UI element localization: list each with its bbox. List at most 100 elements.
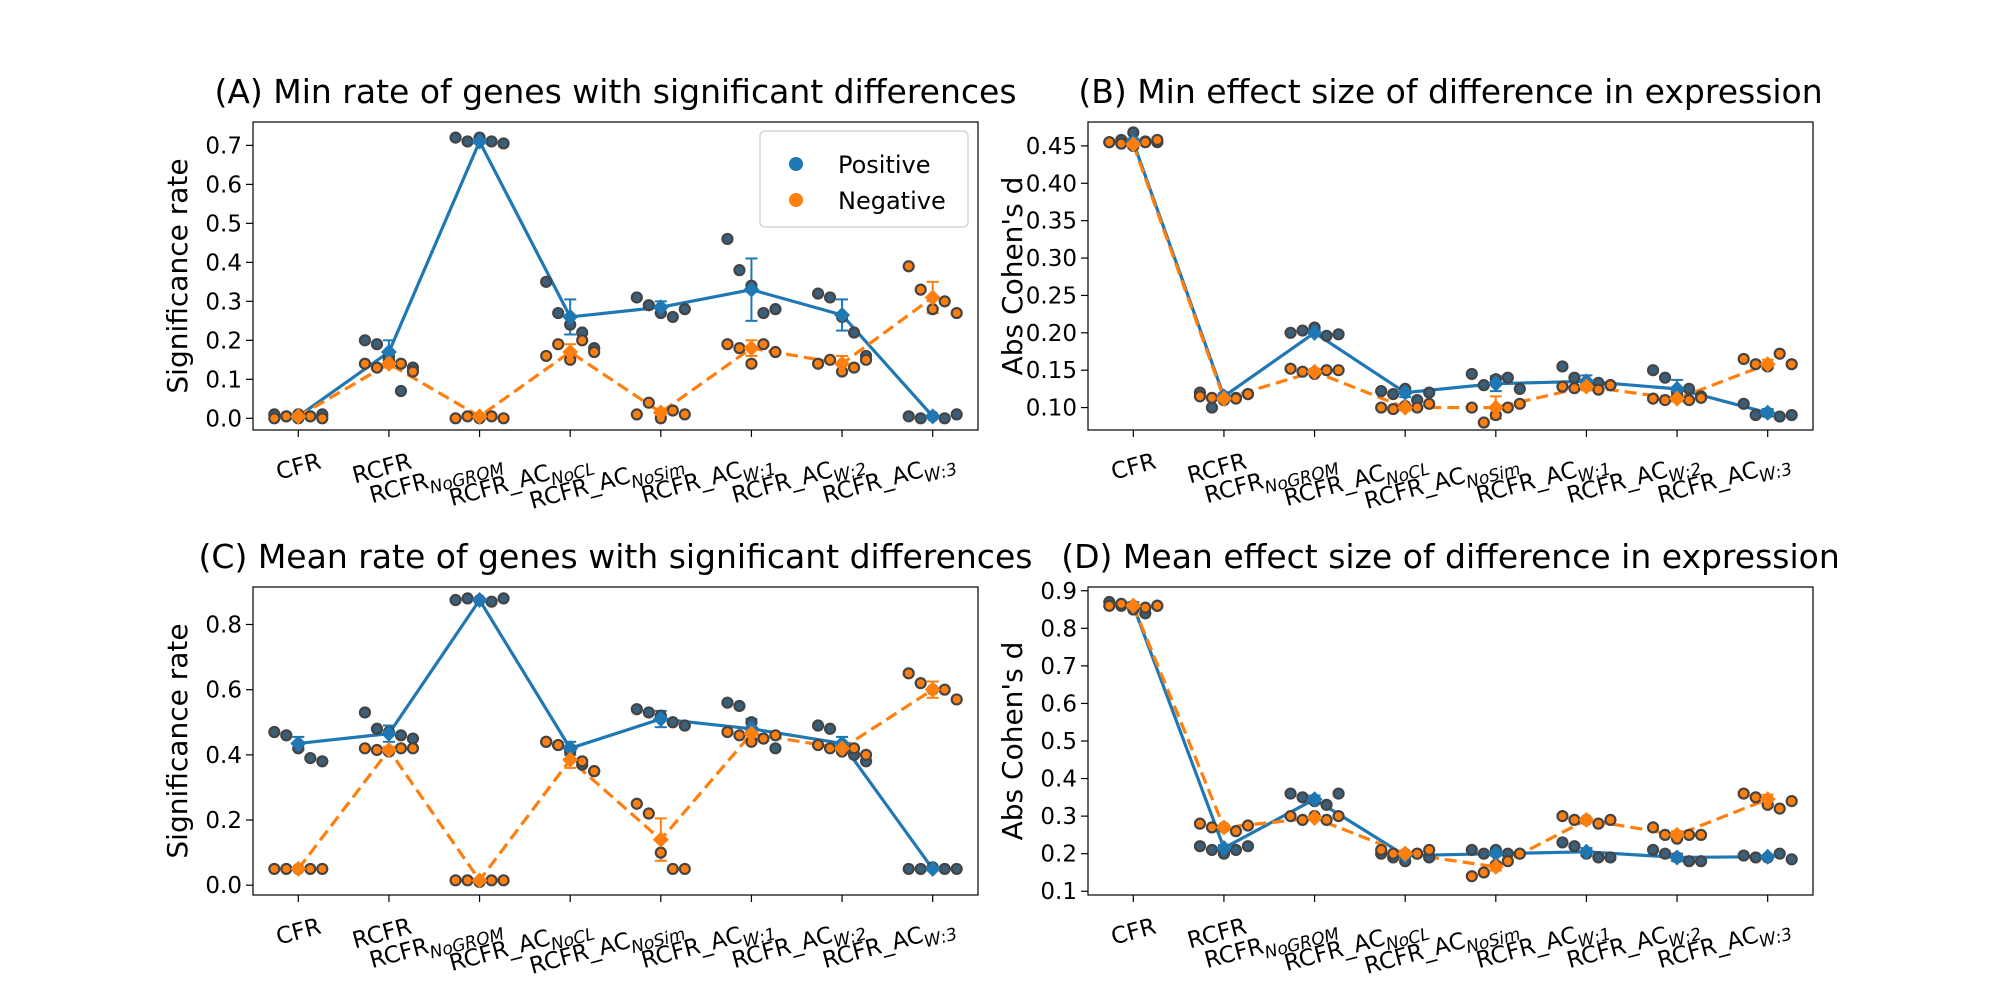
data-point-negative xyxy=(1785,358,1798,371)
data-point-negative xyxy=(1737,787,1750,800)
panel-title: (B) Min effect size of difference in exp… xyxy=(1078,72,1822,111)
mean-marker-negative xyxy=(924,289,941,306)
y-tick-label: 0.25 xyxy=(1026,283,1077,309)
data-point-positive xyxy=(678,303,691,316)
panel-title: (C) Mean rate of genes with significant … xyxy=(199,537,1033,576)
data-point-negative xyxy=(406,742,420,755)
mean-marker-negative xyxy=(834,740,851,757)
data-point-positive xyxy=(666,310,679,324)
data-point-negative xyxy=(859,353,873,366)
data-point-negative xyxy=(1749,358,1762,371)
y-tick-label: 0.30 xyxy=(1026,246,1077,272)
data-point-negative xyxy=(847,361,861,374)
data-point-positive xyxy=(1465,367,1478,381)
data-point-positive xyxy=(950,408,963,421)
data-point-negative xyxy=(304,410,317,423)
data-point-positive xyxy=(678,719,691,732)
data-point-negative xyxy=(678,862,691,876)
data-point-negative xyxy=(1658,393,1672,407)
legend-label-negative: Negative xyxy=(838,187,946,215)
data-point-negative xyxy=(1151,133,1164,147)
data-point-positive xyxy=(1284,787,1297,800)
data-point-positive xyxy=(938,862,951,876)
data-point-positive xyxy=(1193,840,1207,853)
data-point-negative xyxy=(316,862,329,876)
legend-label-positive: Positive xyxy=(838,151,931,179)
data-point-negative xyxy=(540,349,553,363)
data-point-positive xyxy=(1284,326,1297,339)
panel-title: (D) Mean effect size of difference in ex… xyxy=(1061,537,1839,576)
series-line-negative xyxy=(297,688,934,884)
y-tick-label: 0.4 xyxy=(205,250,242,276)
data-point-positive xyxy=(1773,410,1786,423)
data-point-positive xyxy=(1682,382,1696,395)
data-point-positive xyxy=(950,862,963,876)
mean-marker-positive xyxy=(1487,845,1504,862)
y-tick-label: 0.1 xyxy=(1040,879,1077,905)
series-line-negative xyxy=(1131,605,1769,869)
mean-marker-positive xyxy=(743,281,760,298)
mean-marker-positive xyxy=(1759,848,1776,865)
mean-marker-negative xyxy=(1215,819,1232,836)
mean-marker-positive xyxy=(834,306,851,323)
x-tick-label: RCFR_ACW:3 xyxy=(820,914,960,979)
data-point-positive xyxy=(497,137,510,150)
data-point-negative xyxy=(1773,802,1786,815)
mean-marker-positive xyxy=(1487,375,1504,392)
data-point-positive xyxy=(1513,382,1526,395)
data-point-negative xyxy=(1229,825,1243,838)
data-point-positive xyxy=(1320,329,1333,342)
data-point-positive xyxy=(394,384,408,398)
data-point-positive xyxy=(642,299,655,312)
data-point-positive xyxy=(1658,847,1672,860)
chart-panel-4: (D) Mean effect size of difference in ex… xyxy=(996,537,1840,980)
data-point-negative xyxy=(1592,817,1605,830)
data-point-positive xyxy=(902,410,915,423)
data-point-positive xyxy=(769,742,782,755)
data-point-negative xyxy=(1139,136,1152,149)
data-point-negative xyxy=(268,412,281,425)
data-point-positive xyxy=(461,592,474,605)
y-tick-label: 0.0 xyxy=(205,873,242,899)
mean-marker-negative xyxy=(1578,378,1595,395)
mean-marker-negative xyxy=(1306,363,1323,380)
data-point-negative xyxy=(938,683,951,696)
data-point-positive xyxy=(823,291,837,304)
data-point-negative xyxy=(449,412,462,425)
legend-marker-negative xyxy=(789,193,803,207)
data-point-negative xyxy=(666,862,679,876)
data-point-negative xyxy=(1205,391,1219,404)
data-point-negative xyxy=(811,738,825,752)
data-point-negative xyxy=(1151,599,1164,612)
mean-marker-positive xyxy=(652,711,669,727)
data-point-negative xyxy=(1513,847,1526,860)
mean-marker-negative xyxy=(471,872,488,889)
data-point-negative xyxy=(1115,597,1128,611)
data-point-negative xyxy=(1501,401,1514,414)
data-point-negative xyxy=(358,357,372,370)
y-tick-label: 0.40 xyxy=(1026,171,1077,197)
data-point-positive xyxy=(394,729,408,742)
data-point-negative xyxy=(938,295,951,308)
data-point-negative xyxy=(745,357,758,370)
data-point-positive xyxy=(497,592,510,605)
data-point-negative xyxy=(678,408,691,421)
data-point-positive xyxy=(938,412,951,425)
y-tick-label: 0.20 xyxy=(1026,321,1077,347)
mean-marker-negative xyxy=(1669,826,1686,843)
mean-marker-negative xyxy=(924,681,941,698)
data-point-positive xyxy=(1646,364,1660,377)
data-point-negative xyxy=(666,404,679,417)
data-point-positive xyxy=(1423,386,1436,399)
data-point-positive xyxy=(1375,385,1388,398)
data-point-positive xyxy=(1332,787,1345,800)
data-point-negative xyxy=(769,729,782,742)
mean-marker-negative xyxy=(743,725,760,742)
data-point-positive xyxy=(358,706,372,719)
data-point-negative xyxy=(1193,817,1207,830)
data-point-positive xyxy=(449,131,462,144)
data-point-positive xyxy=(1737,397,1750,410)
mean-marker-negative xyxy=(743,340,760,357)
mean-marker-negative xyxy=(562,344,579,361)
y-tick-label: 0.5 xyxy=(1040,729,1077,755)
